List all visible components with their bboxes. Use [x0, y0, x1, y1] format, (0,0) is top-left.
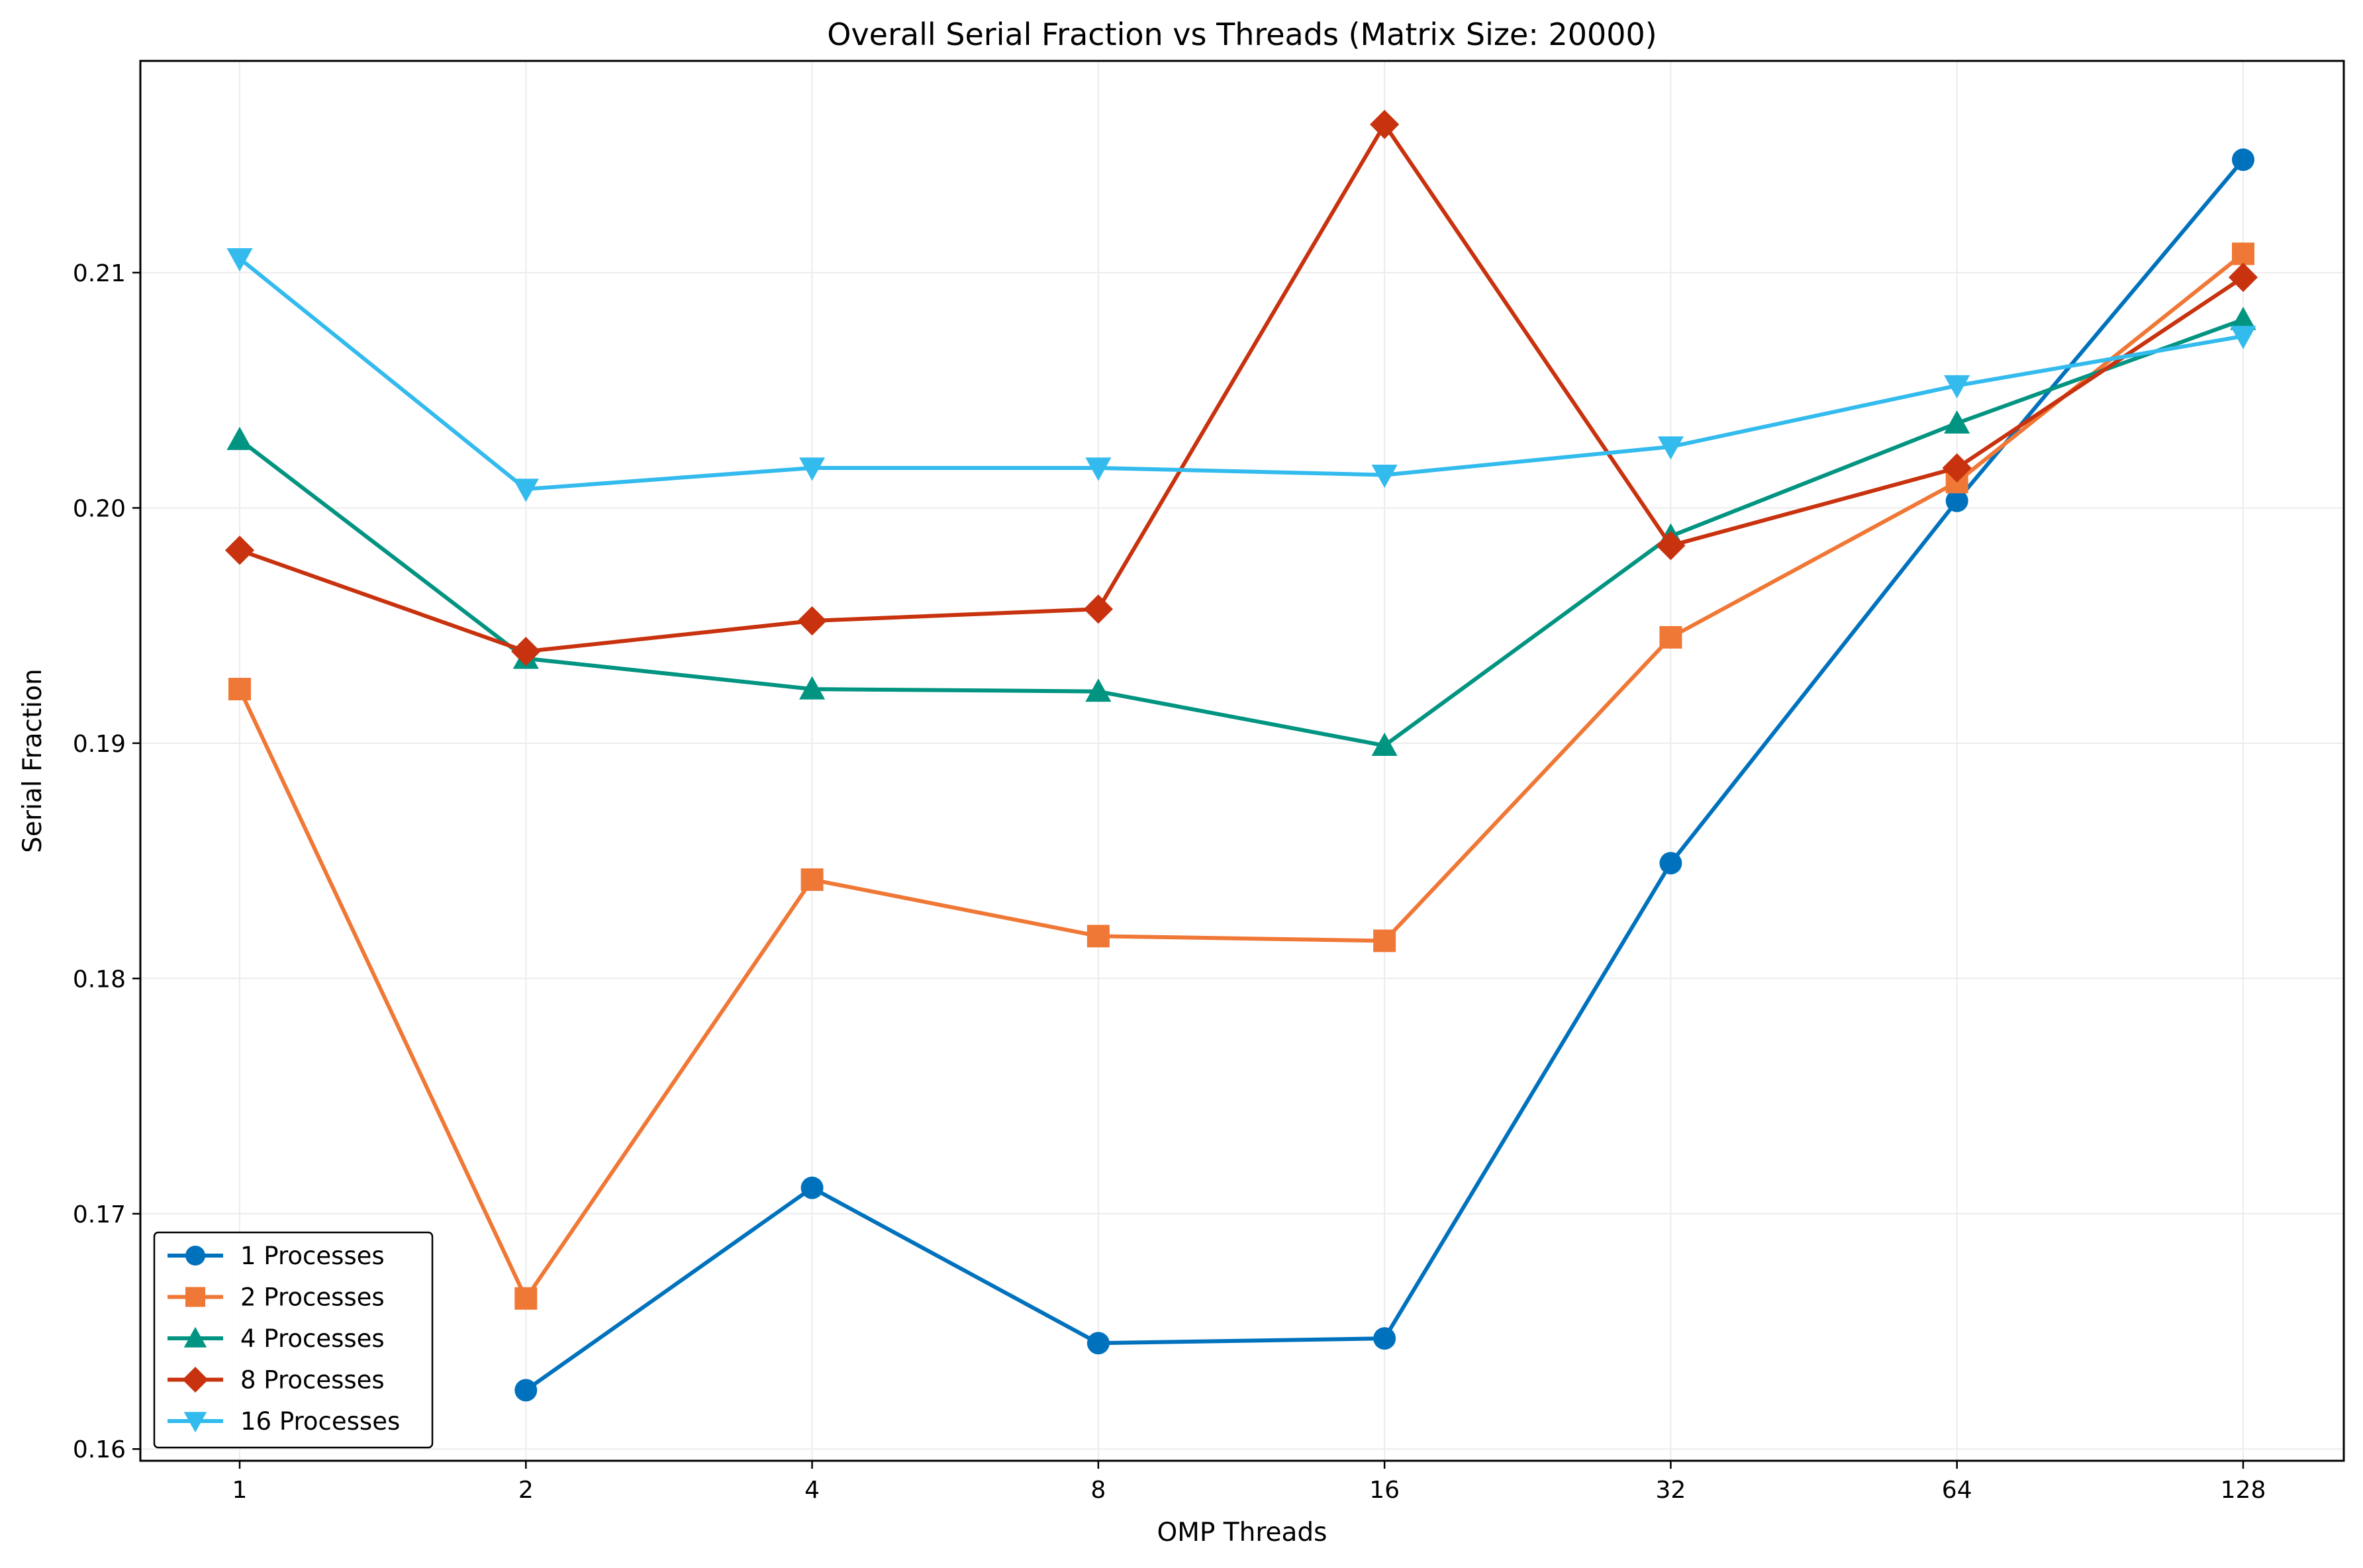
series-layer [224, 109, 2258, 1402]
data-point [514, 1379, 538, 1402]
data-point [799, 676, 826, 700]
legend-marker [185, 1246, 205, 1266]
x-tick-label: 128 [2221, 1477, 2266, 1504]
series-line [238, 122, 2245, 654]
series-4 [224, 109, 2258, 667]
x-tick-label: 16 [1369, 1477, 1400, 1504]
series-line [238, 318, 2245, 748]
data-point [1085, 457, 1112, 481]
data-point [800, 1176, 824, 1199]
data-point [1373, 929, 1396, 952]
data-point [1659, 852, 1682, 875]
x-tick-label: 8 [1090, 1477, 1106, 1504]
plot-frame [139, 60, 2345, 1462]
data-point [1944, 410, 1970, 434]
data-point [1373, 1327, 1396, 1350]
data-point [797, 606, 827, 636]
data-point [1657, 436, 1684, 460]
legend-label: 16 Processes [240, 1407, 400, 1436]
legend-label: 1 Processes [240, 1242, 385, 1270]
data-point [1945, 489, 1968, 512]
legend: 1 Processes 2 Processes 4 Processes 8 Proce… [153, 1231, 434, 1449]
data-point [1656, 531, 1686, 561]
data-point [1659, 625, 1682, 649]
x-tick-label: 64 [1942, 1477, 1972, 1504]
x-axis-title: OMP Threads [1157, 1518, 1327, 1547]
legend-entry: 4 Processes [168, 1324, 385, 1353]
data-point [1371, 464, 1398, 488]
x-tick-label: 1 [232, 1477, 248, 1504]
legend-marker [183, 1412, 207, 1433]
data-point [514, 1287, 538, 1310]
series-line [238, 252, 2245, 1301]
data-point [511, 637, 541, 667]
x-tick-label: 32 [1656, 1477, 1686, 1504]
axis-ticks: 1 2 4 8 16 32 64 128 0.16 0.17 0.18 0.19 0.20 0.21 [73, 260, 2266, 1504]
data-point [1371, 732, 1398, 757]
data-point [2230, 306, 2256, 330]
chart-title: Overall Serial Fraction vs Threads (Matr… [827, 17, 1657, 52]
data-point [1086, 1332, 1110, 1355]
grid-lines [140, 61, 2344, 1461]
y-tick-label: 0.19 [73, 731, 126, 758]
series-5 [226, 248, 2256, 502]
series-1 [514, 148, 2254, 1402]
y-tick-label: 0.18 [73, 966, 126, 993]
data-point [1942, 453, 1972, 483]
y-tick-label: 0.20 [73, 495, 126, 522]
data-point [224, 535, 255, 565]
legend-entry: 16 Processes [168, 1407, 400, 1436]
data-point [1944, 375, 1970, 399]
legend-entry: 2 Processes [168, 1283, 385, 1312]
data-point [1085, 678, 1112, 702]
data-point [1370, 109, 1400, 140]
series-line [238, 256, 2245, 491]
x-tick-label: 2 [518, 1477, 534, 1504]
data-point [228, 678, 251, 701]
y-axis-title: Serial Fraction [18, 669, 48, 853]
data-point [1083, 594, 1113, 624]
legend-box [153, 1231, 434, 1449]
data-point [1086, 925, 1110, 948]
x-tick-label: 4 [804, 1477, 820, 1504]
legend-label: 2 Processes [240, 1283, 385, 1312]
y-tick-label: 0.17 [73, 1201, 126, 1228]
data-point [226, 426, 253, 450]
legend-marker [185, 1287, 205, 1307]
y-tick-label: 0.16 [73, 1436, 126, 1463]
data-point [2232, 242, 2254, 265]
data-point [800, 868, 824, 892]
data-point [226, 248, 253, 272]
series-2 [228, 242, 2254, 1310]
data-point [2228, 262, 2258, 293]
data-point [799, 457, 826, 481]
data-point [2232, 148, 2254, 171]
legend-marker [183, 1326, 207, 1348]
data-point [2230, 326, 2256, 349]
legend-marker [182, 1367, 209, 1393]
legend-entry: 8 Processes [168, 1366, 385, 1395]
legend-label: 4 Processes [240, 1324, 385, 1353]
legend-entry: 1 Processes [168, 1242, 385, 1270]
legend-label: 8 Processes [240, 1366, 385, 1395]
data-point [512, 479, 539, 502]
y-tick-label: 0.21 [73, 260, 126, 287]
